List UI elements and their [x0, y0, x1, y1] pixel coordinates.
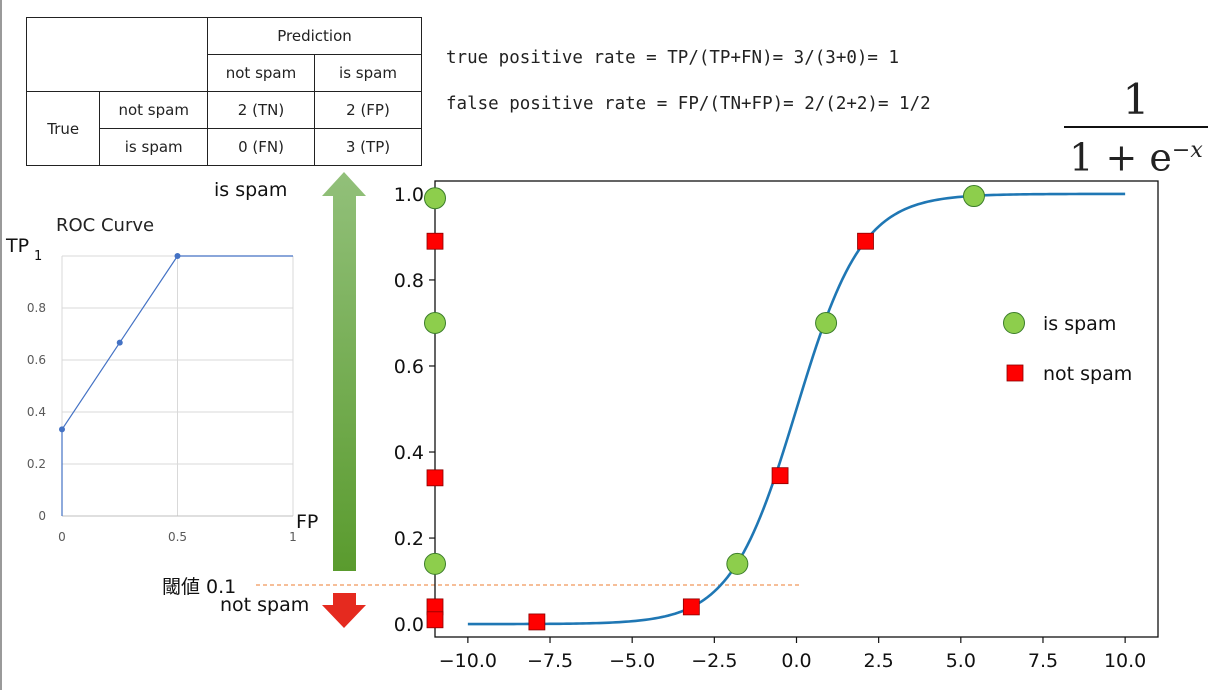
not-spam-point [426, 611, 444, 629]
y-tick-label: 0.2 [394, 528, 424, 550]
cell-fn: 0 (FN) [207, 128, 315, 166]
legend-is-spam-marker [1003, 312, 1025, 334]
sigmoid-denominator-base: 1 + e [1069, 135, 1172, 180]
fpr-formula: false positive rate = FP/(TN+FP)= 2/(2+2… [446, 94, 931, 114]
is-spam-point [815, 311, 838, 334]
y-tick-label: 0.4 [394, 442, 424, 464]
legend-not-spam-label: not spam [1043, 363, 1132, 385]
sigmoid-denominator: 1 + e−x [1062, 128, 1210, 181]
not-spam-point [528, 613, 546, 631]
roc-y-tick-label: 0 [38, 509, 46, 523]
sigmoid-scatter-chart: 0.0 0.2 0.4 0.6 0.8 1.0 −10.0 −7.5 −5.0 −2.5 0.0 2.… [394, 180, 1159, 672]
y-tick-label: 1.0 [394, 184, 424, 206]
roc-point [174, 253, 181, 259]
roc-xlabel: FP [296, 511, 318, 533]
x-tick-label: 0.0 [781, 650, 811, 672]
y-tick-label: 0.6 [394, 356, 424, 378]
down-arrow [322, 593, 366, 628]
true-header: True [25, 91, 101, 166]
roc-point [59, 426, 65, 433]
is-spam-point [424, 187, 446, 210]
roc-y-tick-label: 0.6 [27, 353, 46, 367]
up-arrow [322, 172, 366, 571]
roc-x-tick-label: 1 [289, 530, 297, 544]
roc-y-tick-label: 0.4 [27, 405, 46, 419]
not-spam-point [426, 232, 444, 250]
x-tick-label: −2.5 [691, 650, 737, 672]
not-spam-point [426, 469, 444, 487]
x-tick-label: 5.0 [946, 650, 976, 672]
sigmoid-formula: 1 1 + e−x [1062, 78, 1210, 181]
roc-ylabel-subscript: 1 [34, 249, 42, 264]
is-spam-point [424, 552, 446, 575]
is-spam-point [726, 552, 749, 575]
roc-point [116, 339, 123, 346]
sigmoid-numerator: 1 [1122, 75, 1150, 124]
is-spam-point [424, 311, 446, 334]
x-tick-label: 10.0 [1104, 650, 1146, 672]
not-spam-point [771, 467, 789, 485]
legend-is-spam-label: is spam [1043, 313, 1116, 335]
roc-title: ROC Curve [56, 215, 154, 236]
x-tick-label: −5.0 [609, 650, 655, 672]
threshold-label: 閾値 0.1 [162, 576, 237, 598]
roc-x-tick-label: 0 [58, 530, 66, 544]
x-tick-label: −10.0 [439, 650, 497, 672]
roc-y-tick-label: 0.2 [27, 457, 46, 471]
sigmoid-fraction-bar [1064, 126, 1208, 128]
row-not-spam-header: not spam [99, 91, 208, 129]
confusion-matrix: Prediction not spam is spam True not spa… [25, 17, 422, 166]
roc-x-tick-label: 0.5 [168, 530, 187, 544]
cell-tn: 2 (TN) [207, 91, 315, 129]
is-spam-point [962, 185, 985, 208]
roc-y-tick-label: 0.8 [27, 301, 46, 315]
x-tick-label: −7.5 [527, 650, 573, 672]
is-spam-arrow-label: is spam [214, 179, 288, 201]
y-tick-label: 0.0 [394, 614, 424, 636]
row-is-spam-header: is spam [99, 128, 208, 166]
not-spam-arrow-label: not spam [220, 594, 310, 616]
x-tick-label: 7.5 [1028, 650, 1058, 672]
not-spam-point [682, 598, 700, 616]
sigmoid-exponent: −x [1171, 138, 1203, 163]
legend-not-spam-marker [1006, 364, 1024, 382]
tpr-formula: true positive rate = TP/(TP+FN)= 3/(3+0)… [446, 48, 900, 68]
cell-fp: 2 (FP) [314, 91, 422, 129]
roc-ylabel: TP [5, 235, 29, 257]
not-spam-point [857, 232, 874, 250]
y-tick-label: 0.8 [394, 270, 424, 292]
x-tick-label: 2.5 [864, 650, 894, 672]
sigmoid-curve [467, 192, 1126, 626]
cell-tp: 3 (TP) [314, 128, 422, 166]
